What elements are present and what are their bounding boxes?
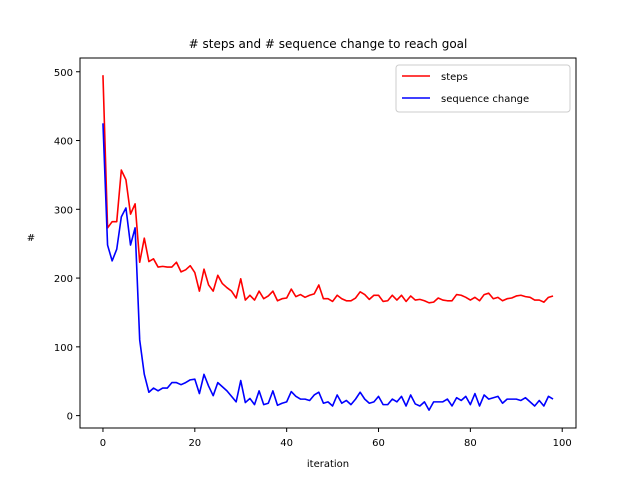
chart-title: # steps and # sequence change to reach g… (189, 37, 468, 51)
x-tick-label: 60 (372, 438, 385, 449)
y-tick-label: 500 (54, 68, 73, 79)
plot-area (79, 57, 577, 429)
y-axis: 0 100 200 300 400 500 (54, 68, 80, 423)
y-tick-label: 200 (54, 274, 73, 285)
y-tick-label: 300 (54, 205, 73, 216)
series-line-sequence-change (102, 123, 554, 411)
y-axis-label: # (27, 233, 35, 244)
legend-box (395, 64, 571, 113)
series-line-steps (102, 75, 554, 304)
legend-items: steps sequence change (402, 72, 529, 105)
legend-label-sequence-change: sequence change (441, 94, 529, 105)
x-axis-label: iteration (307, 459, 349, 470)
legend: steps sequence change (395, 64, 571, 113)
x-tick-label: 20 (188, 438, 201, 449)
plot-frame (79, 57, 577, 429)
legend-label-steps: steps (441, 72, 468, 83)
y-tick-label: 400 (54, 137, 73, 148)
x-tick-label: 80 (464, 438, 477, 449)
y-tick-label: 0 (67, 412, 73, 423)
x-tick-label: 100 (553, 438, 572, 449)
y-tick-label: 100 (54, 343, 73, 354)
series-layer (102, 75, 554, 411)
x-axis: 0 20 40 60 80 100 (100, 428, 572, 449)
x-tick-label: 40 (280, 438, 293, 449)
x-tick-label: 0 (100, 438, 106, 449)
